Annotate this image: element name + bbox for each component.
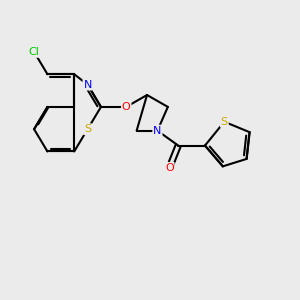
Text: O: O (165, 163, 174, 173)
Text: Cl: Cl (28, 47, 40, 57)
Text: N: N (153, 126, 162, 136)
Text: N: N (83, 80, 92, 90)
Text: O: O (122, 102, 130, 112)
Text: S: S (84, 124, 91, 134)
Text: S: S (221, 117, 228, 127)
